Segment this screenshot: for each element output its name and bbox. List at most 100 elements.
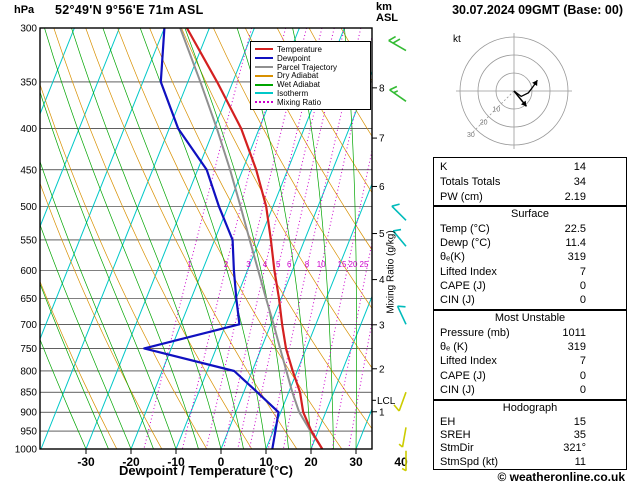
legend-item: Mixing Ratio bbox=[255, 98, 366, 107]
dry-adiabat-line bbox=[40, 83, 208, 449]
pressure-tick-label: 700 bbox=[20, 320, 37, 331]
pressure-tick-label: 600 bbox=[20, 266, 37, 277]
hodograph-rows: EH 15 SREH 35 StmDir 321° StmSpd (kt) 11 bbox=[434, 416, 626, 469]
mixing-ratio-value-label: 3 bbox=[246, 260, 251, 269]
mixing-ratio-axis-label: Mixing Ratio (g/kg) bbox=[385, 230, 397, 314]
legend-item: Dry Adiabat bbox=[255, 71, 366, 80]
mixing-ratio-value-label: 8 bbox=[305, 260, 310, 269]
x-tick-label: 20 bbox=[304, 455, 318, 469]
stat-label: Totals Totals bbox=[440, 176, 501, 188]
wind-barb bbox=[398, 427, 407, 448]
pressure-tick-label: 350 bbox=[20, 77, 37, 88]
stat-value: 0 bbox=[579, 279, 586, 292]
legend-label: Mixing Ratio bbox=[277, 97, 322, 107]
legend-line-sample bbox=[255, 101, 273, 104]
km-tick-label: 6 bbox=[379, 182, 385, 193]
stat-value: 22.5 bbox=[564, 223, 586, 235]
isotherm-line bbox=[265, 182, 372, 449]
hodograph: 10 20 30 kt bbox=[453, 33, 572, 149]
stat-value: 35 bbox=[573, 429, 586, 442]
pressure-tick-label: 950 bbox=[20, 427, 37, 438]
mixing-ratio-line bbox=[237, 28, 335, 449]
altitude-axis-unit: km ASL bbox=[376, 2, 398, 24]
hodograph-panel: Hodograph EH 15 SREH 35 StmDir 321° StmSpd (kt… bbox=[433, 400, 627, 470]
hodograph-ring-label: 10 bbox=[492, 107, 500, 114]
dry-adiabat-line bbox=[276, 28, 372, 194]
altitude-unit-km: km bbox=[376, 1, 392, 13]
stat-value: 11.4 bbox=[565, 237, 586, 250]
stat-row: θₑ(K) 319 bbox=[434, 250, 626, 264]
stat-label: Dewp (°C) bbox=[440, 237, 491, 250]
stat-row: CAPE (J) 0 bbox=[434, 279, 626, 293]
copyright: © weatheronline.co.uk bbox=[497, 470, 625, 484]
legend-item: Parcel Trajectory bbox=[255, 63, 366, 72]
dry-adiabat-line bbox=[244, 28, 372, 251]
stat-label: CIN (J) bbox=[440, 383, 475, 396]
wind-barb bbox=[396, 305, 407, 325]
mixing-ratio-line bbox=[223, 28, 323, 449]
stat-label: θₑ(K) bbox=[440, 251, 465, 264]
x-axis-title: Dewpoint / Temperature (°C) bbox=[119, 463, 293, 478]
x-tick-label: -10 bbox=[167, 455, 185, 469]
skewt-plot-area bbox=[40, 28, 372, 449]
legend-label: Temperature bbox=[277, 44, 322, 54]
stat-label: StmDir bbox=[440, 442, 474, 455]
pressure-tick-label: 1000 bbox=[15, 445, 38, 456]
pressure-tick-label: 500 bbox=[20, 202, 37, 213]
stat-label: CIN (J) bbox=[440, 294, 475, 307]
pressure-tick-label: 300 bbox=[20, 24, 37, 35]
hodograph-diagonal bbox=[471, 90, 515, 134]
stat-row: K 14 bbox=[434, 160, 626, 175]
stat-value: 34 bbox=[573, 176, 586, 188]
wet-adiabat-line bbox=[44, 28, 199, 449]
mixing-ratio-line bbox=[205, 28, 307, 449]
stat-value: 14 bbox=[573, 161, 586, 173]
stat-label: SREH bbox=[440, 429, 471, 442]
wet-adiabat-line bbox=[102, 28, 244, 449]
legend-line-sample bbox=[255, 74, 273, 77]
x-tick-label: -20 bbox=[122, 455, 140, 469]
wet-adiabat-line bbox=[71, 28, 222, 449]
stat-row: θₑ (K) 319 bbox=[434, 340, 626, 354]
stat-label: Pressure (mb) bbox=[440, 327, 510, 339]
wet-adiabat-line bbox=[40, 223, 132, 449]
wet-adiabat-line bbox=[292, 28, 334, 449]
km-tick-label: 7 bbox=[379, 134, 385, 145]
mixing-ratio-value-label: 10 bbox=[317, 260, 326, 269]
km-tick-label: 5 bbox=[379, 229, 385, 240]
isotherm-line bbox=[40, 28, 75, 116]
stat-row: StmSpd (kt) 11 bbox=[434, 456, 626, 469]
pressure-tick-label: 650 bbox=[20, 294, 37, 305]
km-tick-label: 8 bbox=[379, 83, 385, 94]
dry-adiabat-line bbox=[40, 280, 118, 449]
x-tick-label: 0 bbox=[218, 455, 225, 469]
legend-label: Wet Adiabat bbox=[277, 80, 320, 90]
wet-adiabat-line bbox=[40, 282, 109, 449]
sounding-curve-temperature bbox=[185, 28, 324, 449]
km-tick-label: 3 bbox=[379, 320, 385, 331]
stat-row: Temp (°C) 22.5 bbox=[434, 222, 626, 236]
stat-row: Lifted Index 7 bbox=[434, 354, 626, 368]
surface-rows: Temp (°C) 22.5 Dewp (°C) 11.4 θₑ(K) 319 Lifted… bbox=[434, 222, 626, 307]
x-tick-label: 40 bbox=[394, 455, 408, 469]
sounding-curve-dewpoint bbox=[143, 28, 280, 449]
stat-label: StmSpd (kt) bbox=[440, 455, 499, 468]
most-unstable-panel-title: Most Unstable bbox=[494, 312, 566, 324]
hodograph-unit-label: kt bbox=[453, 34, 461, 45]
most-unstable-rows: Pressure (mb) 1011 θₑ (K) 319 Lifted Index 7 C… bbox=[434, 326, 626, 397]
stat-row: Dewp (°C) 11.4 bbox=[434, 236, 626, 250]
surface-panel: Surface Temp (°C) 22.5 Dewp (°C) 11.4 θₑ(K) 3… bbox=[433, 206, 627, 310]
dry-adiabat-line bbox=[40, 182, 163, 449]
mixing-ratio-line bbox=[248, 28, 345, 449]
legend-line-sample bbox=[255, 65, 273, 68]
stat-label: CAPE (J) bbox=[440, 369, 486, 382]
stat-row: Totals Totals 34 bbox=[434, 175, 626, 190]
wet-adiabat-line bbox=[344, 28, 357, 449]
hodograph-arrowhead bbox=[520, 100, 527, 107]
stat-value: 15 bbox=[573, 416, 586, 428]
altitude-unit-asl: ASL bbox=[376, 12, 398, 24]
station-title: 52°49'N 9°56'E 71m ASL bbox=[55, 3, 204, 17]
legend-line-sample bbox=[255, 83, 273, 86]
